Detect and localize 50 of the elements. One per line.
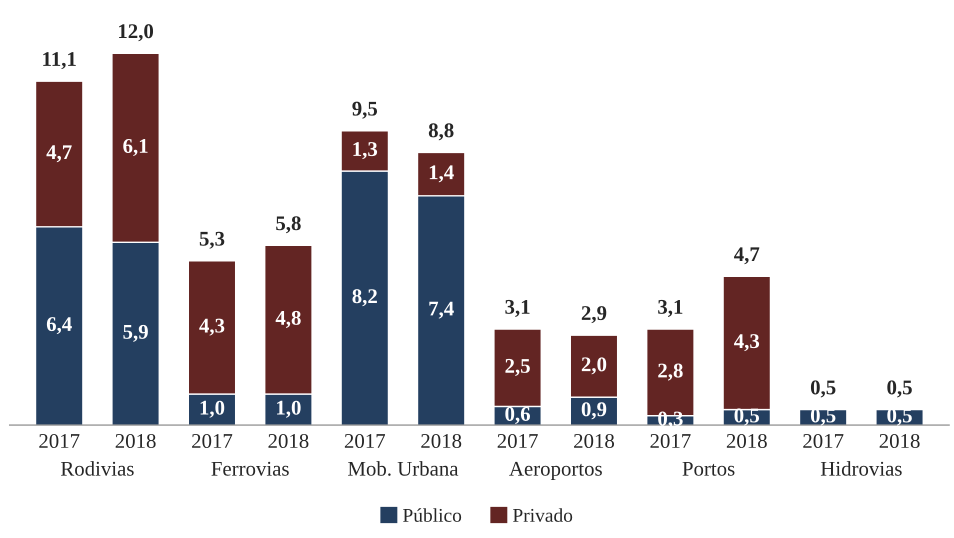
data-label: 2,5 [505,358,530,376]
total-label: 3,1 [505,300,530,317]
text: Hidrovias [820,461,902,476]
data-label: 4,3 [199,318,224,336]
total-label: 5,3 [200,232,224,249]
data-label: 2,8 [658,364,683,381]
total-label: 2,9 [582,306,606,324]
total-label: 3,1 [658,300,682,317]
data-label: 1,4 [430,165,454,182]
data-label: 4,7 [46,145,72,162]
text: Portos [682,462,734,476]
total-label: 9,5 [352,102,378,119]
x-tick-label: 2017 [39,434,80,448]
text: Rodivias [60,461,134,476]
total-label: 4,7 [734,247,760,264]
x-tick-label: 2017 [650,434,691,448]
total-label: 5,8 [276,216,301,234]
data-label: 0,9 [582,402,606,420]
data-label: 4,8 [276,310,301,328]
x-tick-label: 2018 [574,434,614,448]
total-label: 0,5 [887,380,912,398]
total-label: 12,0 [119,24,154,42]
x-tick-label: 2018 [726,434,767,448]
legend-label: Público [403,508,462,522]
x-tick-label: 2017 [803,434,844,448]
data-label: 1,0 [200,400,224,418]
data-label: 5,9 [123,324,148,342]
x-tick-label: 2018 [116,434,156,448]
x-tick-label: 2018 [880,434,920,448]
data-label: 6,4 [46,317,72,334]
data-label: 7,4 [429,302,454,319]
total-label: 11,1 [43,52,76,70]
total-label: 0,5 [810,380,836,398]
data-label: 1,0 [277,400,301,418]
text: Ferrovias [211,462,289,476]
data-label: 1,3 [353,142,378,160]
total-label: 8,8 [428,123,454,140]
data-label: 6,1 [123,139,148,156]
data-label: 2,0 [582,357,606,374]
text: Aeroportos [509,462,602,480]
legend-label: Privado [512,508,572,522]
x-tick-label: 2017 [344,434,386,448]
data-label: 8,2 [352,289,377,306]
x-tick-label: 2018 [268,434,308,448]
x-tick-label: 2018 [421,434,462,448]
x-tick-label: 2017 [192,434,232,448]
text: Mob. Urbana [348,461,458,476]
data-label: 0,6 [505,406,530,424]
x-tick-label: 2017 [498,434,538,448]
data-label: 4,3 [734,334,760,352]
